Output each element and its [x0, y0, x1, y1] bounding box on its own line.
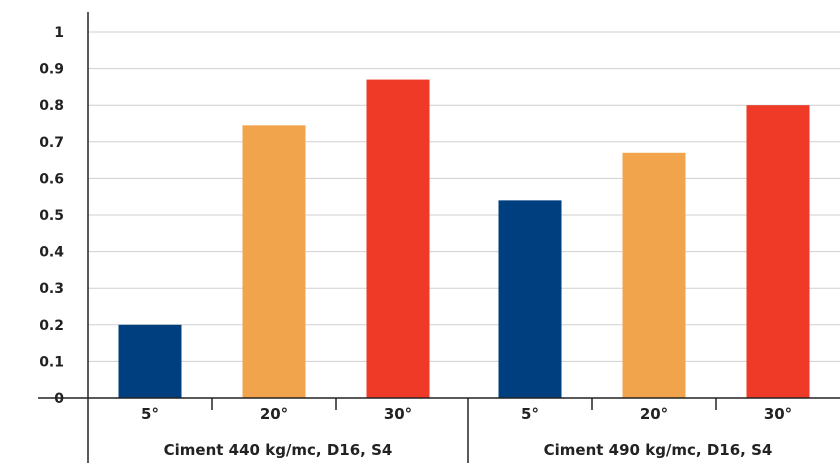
x-category-label: 20°: [260, 405, 288, 423]
y-tick-label: 0.6: [39, 171, 64, 187]
y-tick-label: 0.7: [39, 135, 64, 151]
y-tick-label: 0.1: [39, 354, 64, 370]
bar: [622, 152, 686, 398]
x-category-label: 20°: [640, 405, 668, 423]
y-tick-label: 0.3: [39, 281, 64, 297]
bar: [118, 324, 182, 398]
x-category-label: 5°: [521, 405, 539, 423]
y-tick-label: 0.2: [39, 318, 64, 334]
y-tick-label: 0.9: [39, 62, 64, 78]
x-category-label: 30°: [384, 405, 412, 423]
bar: [746, 105, 810, 398]
bars: [118, 79, 810, 398]
group-labels: Ciment 440 kg/mc, D16, S4 Ciment 490 kg/m…: [164, 441, 773, 459]
y-tick-label: 1: [54, 25, 64, 41]
y-tick-labels: 0 0.1 0.2 0.3 0.4 0.5 0.6 0.7 0.8 0.9 1: [39, 25, 64, 407]
gridlines: [88, 31, 840, 362]
y-tick-label: 0.4: [39, 245, 64, 261]
bar: [242, 125, 306, 398]
x-category-labels: 5° 20° 30° 5° 20° 30°: [141, 405, 792, 423]
bar: [498, 200, 562, 398]
x-category-label: 30°: [764, 405, 792, 423]
axes: [38, 12, 840, 463]
y-tick-label: 0.5: [39, 208, 64, 224]
bar: [366, 79, 430, 398]
x-category-label: 5°: [141, 405, 159, 423]
group-label: Ciment 490 kg/mc, D16, S4: [544, 441, 773, 459]
group-label: Ciment 440 kg/mc, D16, S4: [164, 441, 393, 459]
y-tick-label: 0.8: [39, 98, 64, 114]
y-tick-label: 0: [54, 391, 64, 407]
